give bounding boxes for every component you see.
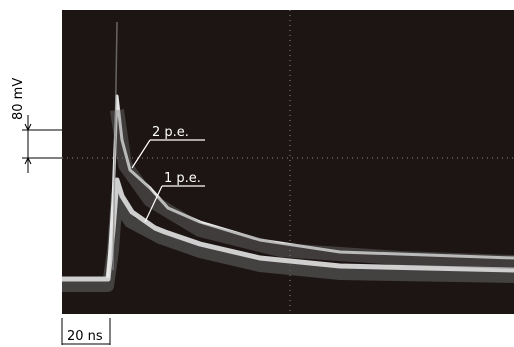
time-scale-bar (61, 318, 111, 345)
annotation-label: 1 p.e. (164, 171, 201, 186)
annotation-label: 2 p.e. (152, 125, 189, 140)
annotation-arrows (131, 139, 205, 223)
voltage-scale-label: 80 mV (11, 78, 26, 120)
voltage-scale-bar (22, 115, 62, 173)
graticule (62, 10, 514, 314)
traces (62, 21, 514, 292)
time-scale-label: 20 ns (67, 329, 103, 344)
